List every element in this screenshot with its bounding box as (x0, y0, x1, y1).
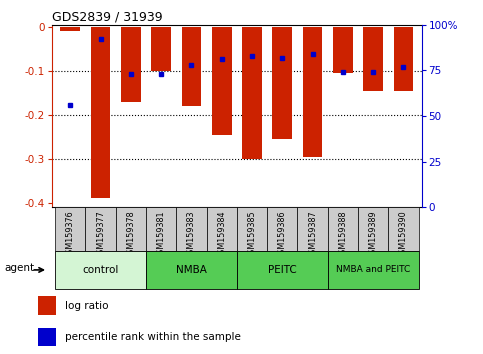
Bar (237, 207, 267, 251)
Bar (303, 27, 323, 156)
Bar (388, 207, 419, 251)
Bar (333, 27, 353, 73)
Bar (55, 251, 146, 289)
Bar (328, 207, 358, 251)
Bar (358, 207, 388, 251)
Text: percentile rank within the sample: percentile rank within the sample (65, 332, 241, 342)
Text: PEITC: PEITC (268, 265, 297, 275)
Text: GSM159390: GSM159390 (399, 211, 408, 259)
Bar (60, 27, 80, 32)
Bar (121, 27, 141, 102)
Bar (85, 207, 116, 251)
Bar (55, 207, 85, 251)
Text: GSM159387: GSM159387 (308, 211, 317, 259)
Text: GSM159388: GSM159388 (339, 211, 347, 259)
Bar (116, 207, 146, 251)
Text: GSM159385: GSM159385 (248, 211, 256, 259)
Bar (91, 27, 111, 198)
Text: GSM159377: GSM159377 (96, 211, 105, 259)
Bar (182, 27, 201, 106)
Bar (242, 27, 262, 159)
Text: GSM159376: GSM159376 (66, 211, 75, 259)
Text: agent: agent (4, 263, 34, 273)
Bar (272, 27, 292, 139)
Text: GSM159389: GSM159389 (369, 211, 378, 259)
Text: NMBA and PEITC: NMBA and PEITC (336, 266, 411, 274)
Text: control: control (83, 265, 119, 275)
Bar (38, 328, 56, 346)
Bar (146, 251, 237, 289)
Text: log ratio: log ratio (65, 301, 108, 310)
Bar (146, 207, 176, 251)
Text: GDS2839 / 31939: GDS2839 / 31939 (52, 11, 163, 24)
Text: GSM159381: GSM159381 (156, 211, 166, 259)
Bar (298, 207, 328, 251)
Text: GSM159378: GSM159378 (127, 211, 135, 259)
Bar (151, 27, 171, 71)
Bar (328, 251, 419, 289)
Text: GSM159386: GSM159386 (278, 211, 287, 259)
Text: GSM159383: GSM159383 (187, 211, 196, 259)
Bar (207, 207, 237, 251)
Text: NMBA: NMBA (176, 265, 207, 275)
Bar (267, 207, 298, 251)
Bar (237, 251, 328, 289)
Bar (212, 27, 232, 135)
Bar (363, 27, 383, 91)
Bar (38, 296, 56, 315)
Bar (394, 27, 413, 91)
Bar (176, 207, 207, 251)
Text: GSM159384: GSM159384 (217, 211, 226, 259)
